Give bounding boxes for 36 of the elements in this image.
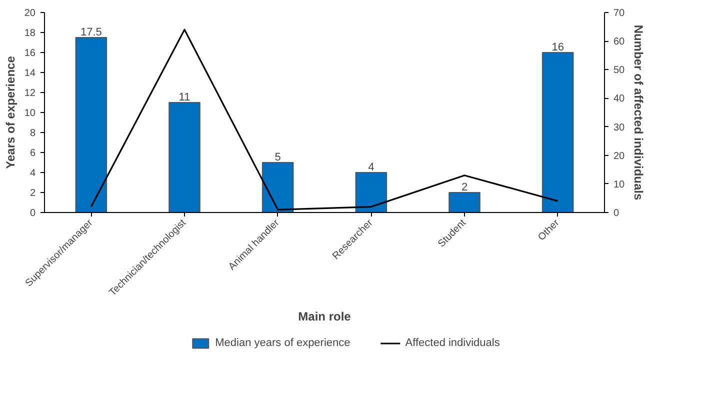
bar [448,192,480,212]
y-tick-label: 20 [24,8,36,19]
y2-tick-label: 60 [614,36,626,48]
bar [168,102,200,212]
data-label: 2 [461,182,468,194]
y2-tick-label: 30 [614,122,626,134]
bar [262,162,294,212]
y-tick-label: 10 [24,108,36,119]
y-tick-label: 0 [30,208,36,219]
y-tick-label: 16 [24,48,36,59]
legend-label: Affected individuals [405,337,500,349]
data-label: 16 [552,42,564,54]
bar [542,52,574,212]
y2-tick-label: 10 [614,179,626,190]
y-tick-label: 18 [24,28,36,39]
data-label: 5 [274,152,281,164]
y-tick-label: 14 [24,68,36,79]
y-tick-label: 4 [30,168,36,179]
y-tick-label: 8 [30,128,36,139]
data-label: 11 [178,92,190,104]
y-tick-label: 2 [30,188,36,199]
y2-axis-title: Number of affected individuals [632,24,646,201]
y2-tick-label: 20 [614,150,626,162]
bar [355,172,388,212]
y2-tick-label: 50 [614,65,626,76]
y2-tick-label: 0 [614,208,620,219]
data-label: 17.5 [80,26,102,38]
y-tick-label: 6 [30,148,36,159]
y2-tick-label: 70 [614,8,626,19]
data-label: 4 [368,162,374,174]
y2-tick-label: 40 [614,94,626,105]
legend-label: Median years of experience [215,337,350,349]
bar [75,37,108,212]
y-axis-title: Years of experience [3,56,18,169]
y-tick-label: 12 [24,88,36,99]
x-axis-title: Main role [298,309,352,324]
